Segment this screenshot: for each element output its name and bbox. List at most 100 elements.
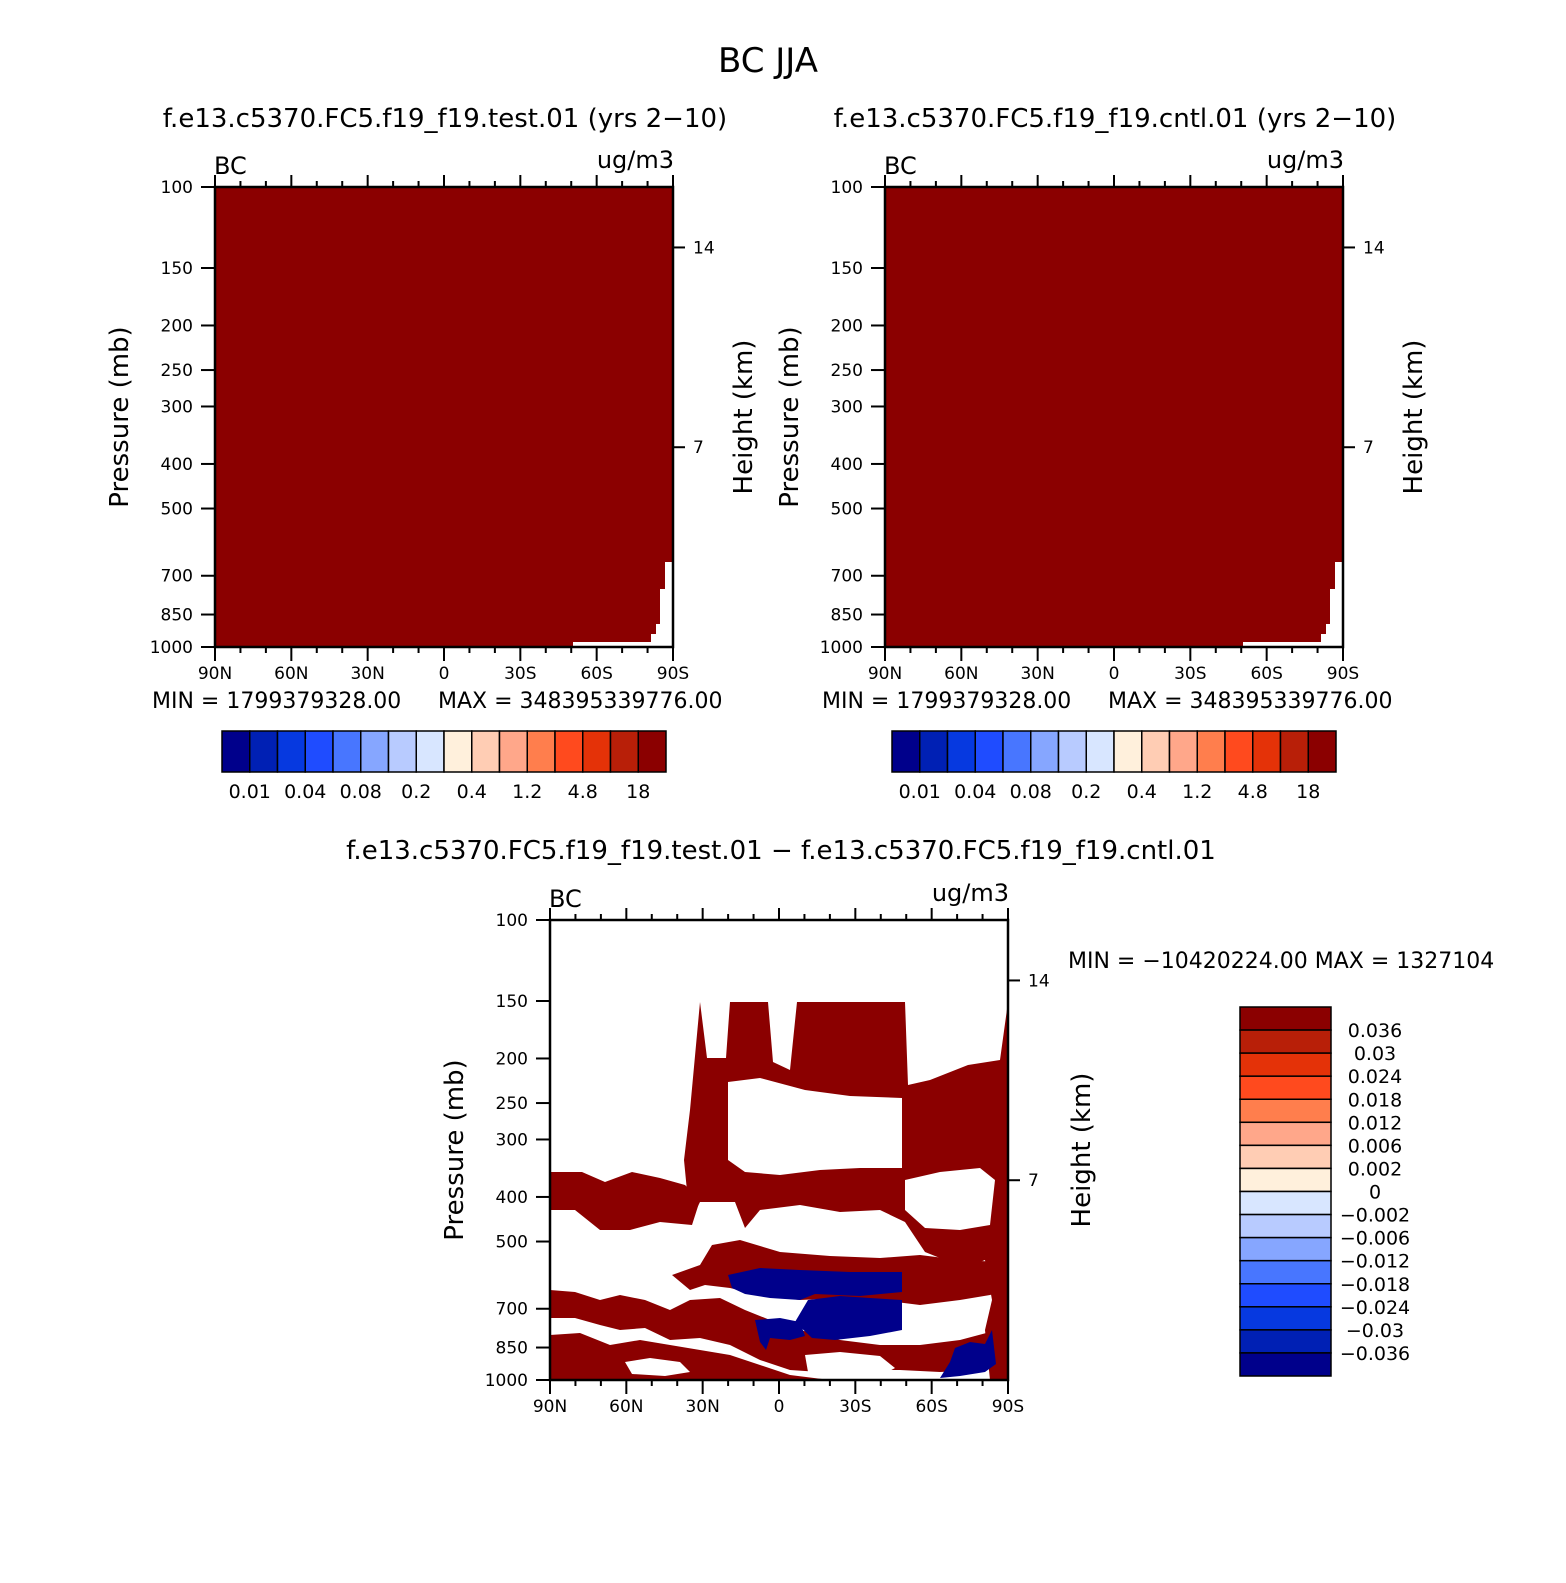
x-tick-label: 90N: [868, 664, 902, 684]
colorbar-label: 0.08: [1010, 781, 1052, 803]
y-tick-label: 400: [831, 455, 863, 475]
y-tick-label: 250: [496, 1094, 528, 1114]
contour-fills: [550, 1002, 1008, 1380]
colorbar-label: 0.4: [1127, 781, 1157, 803]
y-tick-label: 150: [161, 259, 193, 279]
y-tick-label: 150: [831, 259, 863, 279]
x-tick-label: 30N: [350, 664, 384, 684]
positive-region: [550, 1333, 830, 1380]
positive-region: [550, 1172, 700, 1230]
y-tick-label: 500: [161, 500, 193, 520]
hole: [728, 1078, 902, 1175]
negative-region: [728, 1268, 902, 1300]
negative-region: [755, 1318, 805, 1350]
colorbar-cell: [974, 730, 1004, 773]
colorbar-cell: [526, 730, 556, 773]
colorbar-cell: [1239, 1190, 1332, 1216]
panel-title: f.e13.c5370.FC5.f19_f19.cntl.01 (yrs 2−1…: [834, 104, 1397, 134]
colorbar-cell: [1239, 1352, 1332, 1377]
y-right-tick-label: 14: [1028, 971, 1050, 991]
colorbar-cell: [1224, 730, 1254, 773]
colorbar-cell: [221, 730, 251, 773]
colorbar-cell: [1239, 1006, 1332, 1031]
negative-region: [795, 1296, 902, 1340]
right-label: ug/m3: [1267, 146, 1344, 174]
colorbar-cell: [1239, 1098, 1332, 1124]
y-axis-title: Pressure (mb): [105, 326, 135, 507]
min-max-value: MIN = −10420224.00 MAX = 1327104: [1068, 949, 1494, 974]
y-right-tick-label: 7: [1028, 1171, 1039, 1191]
hole: [905, 1168, 995, 1230]
y-axis-title: Pressure (mb): [440, 1059, 470, 1240]
right-label: ug/m3: [932, 879, 1009, 907]
colorbar-cell: [1168, 730, 1198, 773]
x-tick-label: 60S: [915, 1397, 947, 1417]
panel-title: f.e13.c5370.FC5.f19_f19.test.01 (yrs 2−1…: [163, 104, 727, 134]
left-label: BC: [549, 885, 582, 913]
plot-fill: [215, 187, 673, 647]
colorbar-cell: [304, 730, 334, 773]
y-tick-label: 100: [161, 178, 193, 198]
colorbar: 0.01 0.04 0.08 0.2 0.4 1.2 4.8 18: [891, 730, 1337, 803]
colorbar-cell: [276, 730, 306, 773]
y-tick-label: 250: [161, 361, 193, 381]
colorbar-cell: [637, 730, 667, 773]
x-tick-label: 30S: [839, 1397, 871, 1417]
colorbar-cell: [360, 730, 390, 773]
y-tick-label: 300: [496, 1130, 528, 1150]
colorbar-label: 0.4: [457, 781, 487, 803]
y-tick-label: 700: [161, 567, 193, 587]
colorbar-label: 0.01: [229, 781, 271, 803]
colorbar-cell: [1239, 1329, 1332, 1354]
axes: 100 150 200 250 300 400 500 700 850 1000 14 7 90N 60N…: [485, 908, 1050, 1417]
colorbar-label: 4.8: [1238, 781, 1268, 803]
y-tick-label: 850: [831, 606, 863, 626]
colorbar-cell: [387, 730, 417, 773]
colorbar-label: 0.01: [899, 781, 941, 803]
right-label: ug/m3: [597, 146, 674, 174]
colorbar-label: 0.018: [1348, 1089, 1402, 1111]
panel-title: f.e13.c5370.FC5.f19_f19.test.01 − f.e13.…: [346, 836, 1216, 866]
y-tick-label: 200: [831, 316, 863, 336]
colorbar-label: 18: [626, 781, 650, 803]
y-tick-label: 500: [831, 500, 863, 520]
y-tick-label: 1000: [485, 1371, 528, 1391]
colorbar-label: 0.012: [1348, 1112, 1402, 1134]
x-tick-label: 30N: [1020, 664, 1054, 684]
axes: 100 150 200 250 300 400 500 700 850 1000 14 7 90N 60N…: [820, 175, 1385, 684]
colorbar-label: 0.002: [1348, 1158, 1402, 1180]
x-tick-label: 60S: [580, 664, 612, 684]
y-tick-label: 100: [496, 911, 528, 931]
colorbar-label: −0.018: [1340, 1274, 1410, 1296]
y-tick-label: 500: [496, 1233, 528, 1253]
colorbar-cell: [1239, 1144, 1332, 1170]
y-tick-label: 400: [496, 1188, 528, 1208]
colorbar-label: 0.024: [1348, 1066, 1402, 1088]
x-tick-label: 60S: [1250, 664, 1282, 684]
negative-region: [940, 1330, 996, 1378]
x-tick-label: 60N: [944, 664, 978, 684]
colorbar-cell: [1239, 1121, 1332, 1147]
colorbar-cell: [1239, 1283, 1332, 1308]
colorbar-cell: [498, 730, 528, 773]
colorbar-cell: [249, 730, 279, 773]
panel-difference: f.e13.c5370.FC5.f19_f19.test.01 − f.e13.…: [346, 836, 1494, 1417]
y-tick-label: 1000: [820, 638, 863, 658]
plot-missing-corner: [573, 562, 673, 647]
x-tick-label: 30N: [685, 1397, 719, 1417]
x-tick-label: 90S: [1327, 664, 1359, 684]
y-tick-label: 1000: [150, 638, 193, 658]
y-tick-label: 200: [161, 316, 193, 336]
colorbar: 0.01 0.04 0.08 0.2 0.4 1.2 4.8 18: [221, 730, 667, 803]
colorbar-label: 1.2: [1182, 781, 1212, 803]
colorbar-label: 4.8: [568, 781, 598, 803]
y-tick-label: 300: [831, 397, 863, 417]
colorbar-cell: [1002, 730, 1032, 773]
x-tick-label: 0: [774, 1397, 785, 1417]
colorbar-cell: [332, 730, 362, 773]
panel-test: f.e13.c5370.FC5.f19_f19.test.01 (yrs 2−1…: [105, 104, 759, 803]
colorbar-cell: [1239, 1306, 1332, 1331]
colorbar-cell: [1239, 1167, 1332, 1193]
colorbar-label: 0.04: [284, 781, 326, 803]
